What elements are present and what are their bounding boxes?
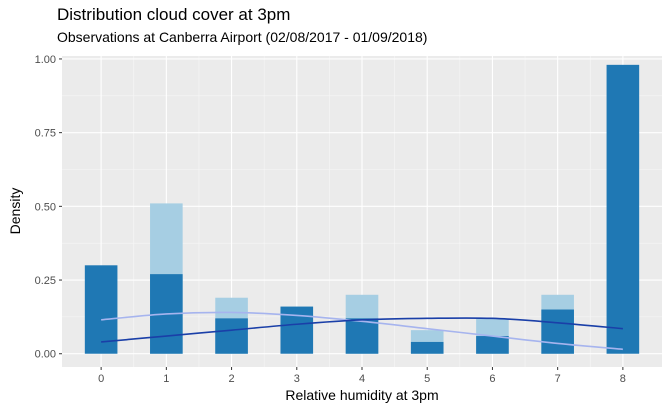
chart-subtitle: Observations at Canberra Airport (02/08/… (57, 29, 428, 45)
bar-dark-7 (541, 309, 574, 354)
x-tick-label: 3 (294, 373, 300, 385)
x-tick-label: 5 (424, 373, 430, 385)
bar-dark-2 (215, 318, 248, 354)
y-tick-label: 0.25 (35, 275, 56, 287)
bars-layer (84, 64, 640, 354)
x-tick-label: 4 (359, 373, 365, 385)
y-tick-label: 0.50 (35, 201, 56, 213)
density-line-dark (101, 317, 623, 343)
x-tick-label: 0 (98, 373, 104, 385)
x-tick-label: 2 (229, 373, 235, 385)
x-tick-label: 6 (489, 373, 495, 385)
density-lines-layer (101, 311, 623, 351)
bar-dark-5 (410, 341, 444, 354)
x-tick-label: 7 (555, 373, 561, 385)
x-axis: 0 1 2 3 4 5 6 7 8 (98, 367, 626, 385)
y-axis: 0.00 0.25 0.50 0.75 1.00 (35, 54, 62, 361)
x-axis-title: Relative humidity at 3pm (285, 387, 438, 403)
x-tick-label: 8 (620, 373, 626, 385)
chart-title: Distribution cloud cover at 3pm (57, 5, 291, 24)
bar-dark-8 (606, 64, 640, 354)
bar-dark-3 (280, 306, 314, 354)
y-tick-label: 0.00 (35, 349, 56, 361)
y-axis-title: Density (7, 188, 23, 235)
x-tick-label: 1 (163, 373, 169, 385)
y-tick-label: 0.75 (35, 128, 56, 140)
density-line-light (101, 311, 623, 351)
bar-dark-4 (345, 318, 379, 354)
bar-dark-0 (84, 265, 118, 354)
bar-dark-6 (476, 336, 509, 354)
y-tick-label: 1.00 (35, 54, 56, 66)
